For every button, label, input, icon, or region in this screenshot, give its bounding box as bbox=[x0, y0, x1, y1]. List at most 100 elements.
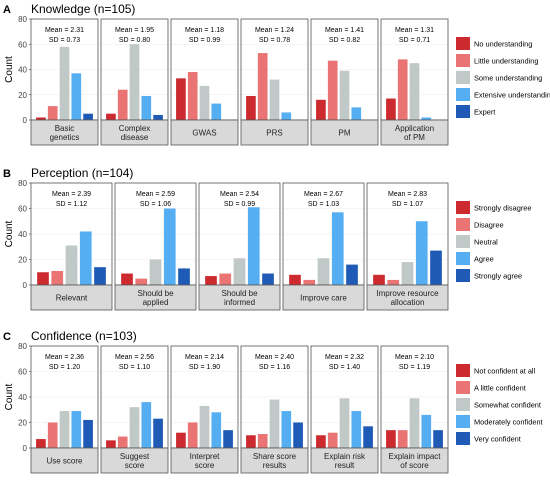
facet-label: Improve resource bbox=[376, 289, 439, 298]
facet-label: Explain risk bbox=[324, 452, 366, 461]
legend-swatch bbox=[456, 252, 470, 265]
legend-swatch bbox=[456, 381, 470, 394]
mean-label: Mean = 2.40 bbox=[255, 354, 294, 361]
y-tick-label: 80 bbox=[18, 15, 27, 24]
bar bbox=[269, 399, 280, 448]
legend-swatch bbox=[456, 364, 470, 377]
sd-label: SD = 1.20 bbox=[49, 364, 80, 371]
sd-label: SD = 1.03 bbox=[308, 201, 339, 208]
legend-swatch bbox=[456, 37, 470, 50]
legend-label: Very confident bbox=[474, 435, 521, 444]
bar bbox=[397, 430, 408, 448]
facet-label: Should be bbox=[137, 289, 174, 298]
bar bbox=[433, 430, 443, 448]
mean-label: Mean = 1.95 bbox=[115, 27, 154, 34]
legend-label: Strongly agree bbox=[474, 272, 522, 281]
legend-swatch bbox=[456, 54, 470, 67]
bar bbox=[387, 279, 400, 285]
mean-label: Mean = 2.67 bbox=[304, 191, 343, 198]
bar bbox=[106, 113, 116, 120]
y-tick-label: 40 bbox=[18, 230, 27, 239]
mean-label: Mean = 2.32 bbox=[325, 354, 364, 361]
section-title: Confidence (n=103) bbox=[31, 329, 137, 343]
y-tick-label: 80 bbox=[18, 179, 27, 188]
bar bbox=[246, 435, 256, 448]
bar bbox=[83, 419, 93, 448]
y-tick-label: 0 bbox=[23, 281, 28, 290]
y-axis-label: Count bbox=[4, 220, 15, 247]
bar bbox=[257, 433, 268, 448]
facet-label: Should be bbox=[221, 289, 258, 298]
bar bbox=[205, 276, 217, 285]
facet-label: of score bbox=[400, 461, 429, 470]
facet-strip bbox=[380, 447, 449, 474]
facet-strip bbox=[282, 284, 365, 311]
legend: Strongly disagree Disagree Neutral Agree Str… bbox=[456, 201, 532, 282]
y-tick-label: 0 bbox=[23, 444, 28, 453]
bar bbox=[339, 398, 350, 448]
bar bbox=[65, 245, 78, 285]
bar bbox=[211, 103, 222, 120]
facet-label: Complex bbox=[119, 124, 151, 133]
legend-label: Not confident at all bbox=[474, 367, 536, 376]
legend-swatch bbox=[456, 218, 470, 231]
mean-label: Mean = 2.59 bbox=[136, 191, 175, 198]
facet-label: of PM bbox=[404, 133, 425, 142]
facet-strip bbox=[310, 447, 379, 474]
bar bbox=[281, 112, 292, 120]
bar bbox=[211, 412, 222, 448]
facet-strip bbox=[198, 284, 281, 311]
facet-label: PRS bbox=[266, 129, 282, 138]
section-letter: B bbox=[3, 168, 11, 180]
facet-label: genetics bbox=[50, 133, 80, 142]
y-tick-label: 40 bbox=[18, 66, 27, 75]
mean-label: Mean = 2.10 bbox=[395, 354, 434, 361]
facet-strip bbox=[30, 284, 113, 311]
section-letter: A bbox=[3, 4, 11, 16]
facet: Mean = 2.67 SD = 1.03 Improve care bbox=[282, 182, 365, 311]
bar bbox=[386, 98, 396, 120]
y-tick-label: 20 bbox=[18, 256, 27, 265]
facet-label: Explain impact bbox=[388, 452, 441, 461]
facet-strip bbox=[170, 119, 239, 146]
legend-swatch bbox=[456, 88, 470, 101]
bar bbox=[79, 231, 92, 285]
bar bbox=[351, 411, 362, 448]
y-tick-label: 60 bbox=[18, 40, 27, 49]
bar bbox=[430, 250, 442, 285]
bar bbox=[331, 212, 344, 285]
bar bbox=[247, 207, 260, 285]
legend-swatch bbox=[456, 235, 470, 248]
bar bbox=[176, 78, 186, 120]
facet-label: Improve care bbox=[300, 294, 347, 303]
legend: No understanding Little understanding Some… bbox=[456, 37, 550, 118]
facet-label: result bbox=[335, 461, 355, 470]
y-tick-label: 60 bbox=[18, 368, 27, 377]
bar bbox=[219, 273, 232, 285]
bar bbox=[141, 402, 152, 448]
bar bbox=[47, 422, 58, 448]
bar bbox=[51, 270, 64, 285]
mean-label: Mean = 2.14 bbox=[185, 354, 224, 361]
bar bbox=[71, 73, 82, 120]
facet-strip bbox=[380, 119, 449, 146]
sd-label: SD = 0.78 bbox=[259, 37, 290, 44]
legend-label: Moderately confident bbox=[474, 418, 543, 427]
sd-label: SD = 0.99 bbox=[189, 37, 220, 44]
bar bbox=[199, 85, 210, 120]
bar bbox=[36, 439, 46, 448]
bar bbox=[421, 117, 432, 120]
bar bbox=[289, 274, 301, 285]
legend-swatch bbox=[456, 201, 470, 214]
bar bbox=[94, 267, 106, 285]
bar bbox=[223, 430, 233, 448]
bar bbox=[397, 59, 408, 120]
bar bbox=[135, 278, 148, 285]
